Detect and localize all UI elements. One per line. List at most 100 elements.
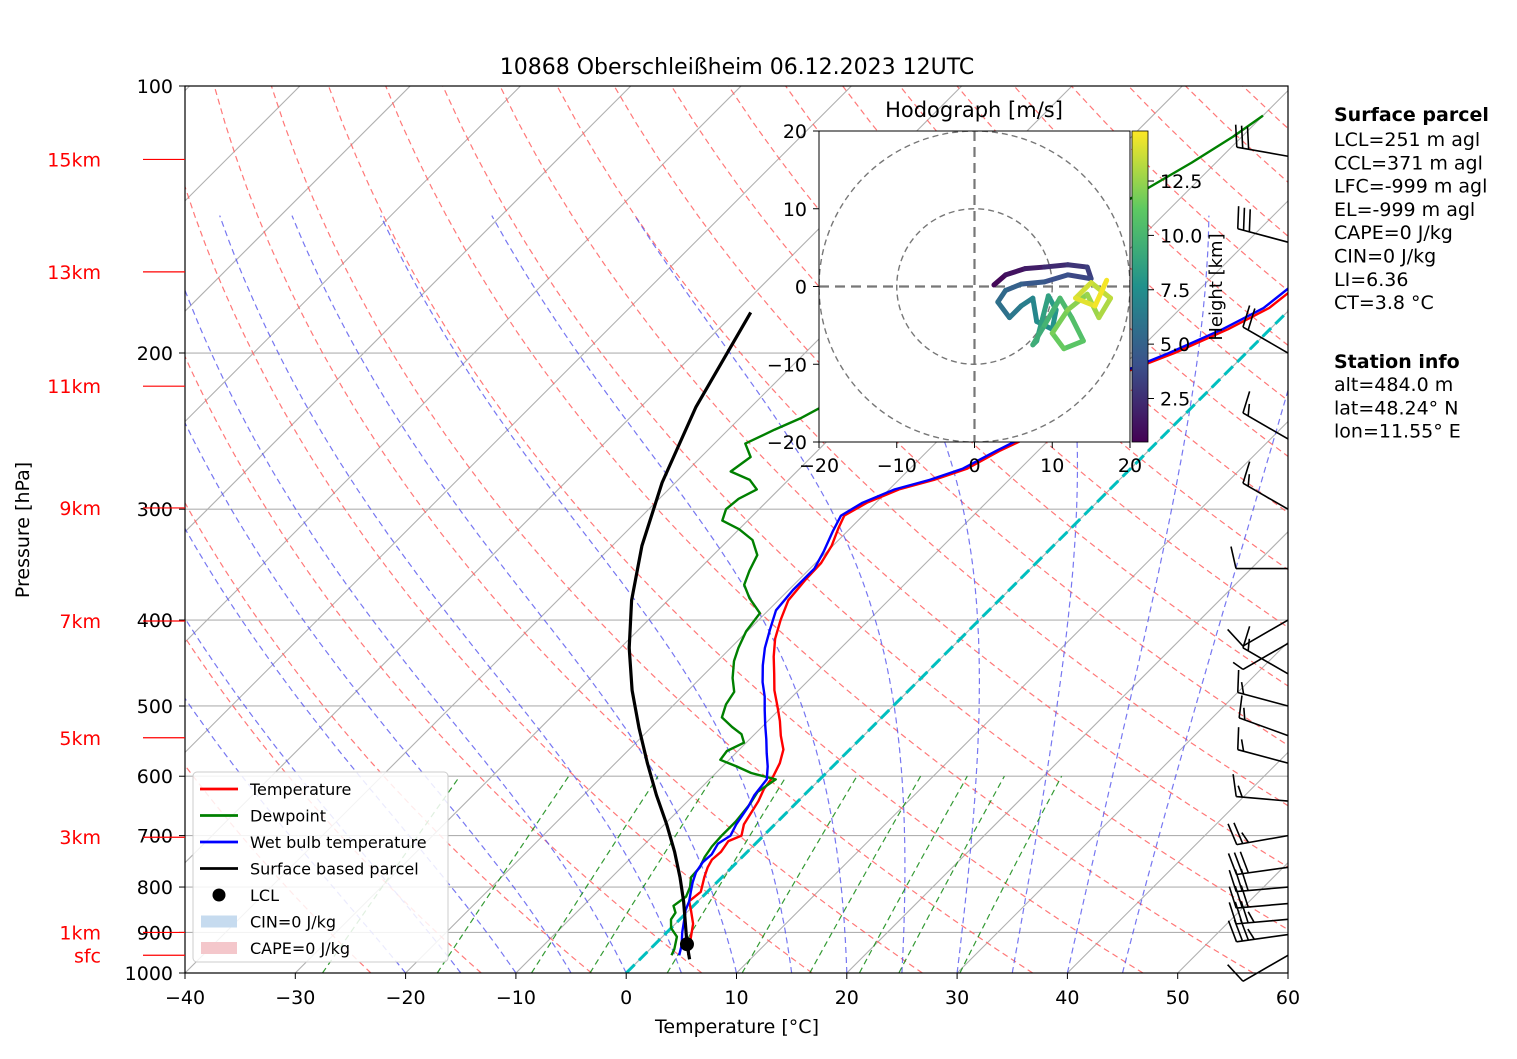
height-tick-label: 15km: [47, 149, 101, 171]
hodograph-trace: [991, 262, 1114, 352]
surface-parcel-line: LI=6.36: [1334, 269, 1408, 291]
wind-barb: [1228, 901, 1289, 925]
hodograph-segment: [1049, 307, 1071, 336]
wind-barb-flag: [1240, 901, 1249, 924]
isotherm-line: [846, 531, 1288, 973]
isotherm-line: [1067, 751, 1288, 973]
mixing-ratio-line: [809, 775, 922, 973]
wind-barb-flag: [1248, 209, 1252, 232]
wind-barb-flag: [1240, 739, 1245, 752]
wind-barb: [1242, 391, 1289, 440]
wind-barb: [1242, 626, 1289, 675]
hodograph-segment: [1061, 338, 1086, 352]
station-info-line: lon=11.55° E: [1334, 421, 1461, 443]
legend-item: Temperature: [200, 780, 351, 799]
wind-barb: [1242, 305, 1289, 354]
wind-barb-staff: [1242, 619, 1289, 647]
isotherm-line: [736, 420, 1288, 973]
isotherm-line: [185, 86, 411, 312]
series-wet-bulb-temperature: [678, 287, 1288, 956]
moist-adiabat: [1121, 388, 1288, 973]
moist-adiabat: [185, 617, 462, 973]
hodograph-x-tick-label: −20: [799, 455, 839, 477]
wind-barb-staff: [1236, 918, 1289, 925]
wind-barb-flag: [1247, 403, 1251, 417]
hodograph-y-tick-label: 20: [783, 121, 807, 143]
colorbar-tick-label: 7.5: [1160, 280, 1190, 302]
surface-parcel-line: CAPE=0 J/kg: [1334, 222, 1453, 244]
y-axis-label: Pressure [hPa]: [12, 462, 34, 598]
wind-barb-flag: [1230, 546, 1237, 569]
legend-item: CIN=0 J/kg: [201, 913, 336, 932]
wind-barb-staff: [1236, 902, 1289, 909]
legend-label: LCL: [250, 886, 279, 905]
moist-adiabat: [185, 697, 407, 973]
height-tick-label: 9km: [59, 498, 101, 520]
mixing-ratio-line: [741, 775, 858, 973]
isotherm-line: [185, 86, 742, 643]
moist-adiabat: [291, 215, 738, 973]
height-tick-label: 7km: [59, 611, 101, 633]
hodograph-y-tick-label: −10: [767, 354, 807, 376]
y-tick-label: 100: [137, 76, 173, 98]
wind-barb-flag: [1232, 661, 1244, 671]
wind-barb-flag: [1242, 626, 1251, 649]
wind-barb-flag: [1247, 911, 1255, 923]
hodograph-segment: [1041, 272, 1071, 285]
moist-adiabat: [185, 421, 572, 973]
hodograph-y-tick-label: −20: [767, 432, 807, 454]
wind-barb-staff: [1242, 954, 1289, 982]
wind-barb-flag: [1232, 774, 1237, 797]
series-surface-based-parcel: [627, 311, 753, 960]
isotherm-line: [185, 86, 632, 533]
wind-barb-staff: [1236, 146, 1289, 158]
mixing-ratio-line: [959, 775, 1063, 973]
colorbar-ticks: 2.5 5.0 7.5 10.0 12.5: [1148, 171, 1202, 411]
wind-barb-flag: [1227, 628, 1244, 647]
y-tick-label: 600: [137, 766, 173, 788]
hodograph-segment: [1030, 322, 1047, 348]
wind-barb-flag: [1242, 305, 1251, 328]
legend-frame: [192, 771, 449, 963]
moist-adiabat: [185, 288, 627, 973]
y-tick-label: 900: [137, 922, 173, 944]
hodograph-segment: [1030, 295, 1040, 324]
wind-barb: [1242, 461, 1289, 510]
legend-swatch: [201, 942, 237, 954]
x-tick-label: −20: [386, 987, 426, 1009]
hodograph-segment: [1065, 272, 1094, 282]
legend-item: Surface based parcel: [200, 860, 419, 879]
x-axis-label: Temperature [°C]: [654, 1016, 819, 1038]
legend-swatch: [201, 915, 237, 928]
mixing-ratio-line: [589, 775, 714, 973]
isotherm-line: [956, 641, 1288, 973]
hodograph-segment: [1065, 262, 1090, 270]
wind-barb: [1236, 669, 1289, 707]
wind-barb-staff: [1242, 326, 1289, 354]
wind-barb-flag: [1239, 851, 1250, 874]
surface-parcel-line: CT=3.8 °C: [1334, 292, 1434, 314]
legend: Temperature Dewpoint Wet bulb temperature S…: [192, 771, 449, 963]
wind-barb-flag: [1227, 920, 1238, 943]
wind-barb-staff: [1236, 933, 1289, 943]
wind-barb-flag: [1243, 707, 1246, 720]
wind-barb: [1232, 774, 1289, 802]
x-tick-label: 10: [724, 987, 748, 1009]
wind-barb-flag: [1242, 207, 1246, 231]
wind-barb: [1238, 695, 1289, 737]
mixing-ratio-line: [530, 775, 659, 973]
hodograph-colorbar: [1131, 130, 1149, 443]
dry-adiabat: [185, 501, 592, 973]
wind-barb-flag: [1240, 125, 1244, 149]
wind-barb-staff: [1238, 717, 1289, 737]
legend-item: Wet bulb temperature: [200, 833, 427, 852]
x-axis-ticks: −40 −30 −20 −10 0 10 20 30 40 50 60: [165, 973, 1300, 1009]
surface-parcel-heading: Surface parcel: [1334, 104, 1489, 126]
wind-barb-staff: [1242, 642, 1289, 671]
station-info-line: lat=48.24° N: [1334, 397, 1458, 419]
wind-barb-flag: [1233, 822, 1244, 844]
wind-barb-flag: [1228, 902, 1237, 925]
moist-adiabat: [1066, 215, 1210, 973]
